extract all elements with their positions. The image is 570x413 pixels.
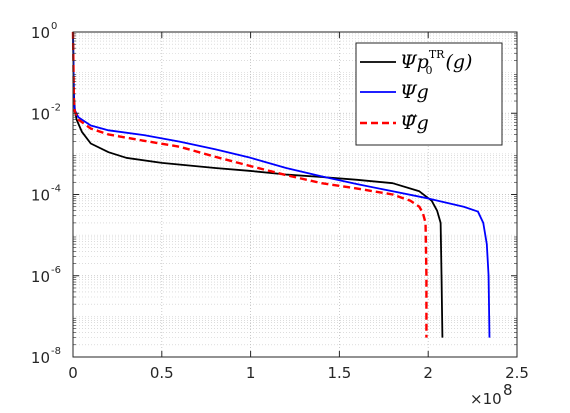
legend-label-sup: TR bbox=[429, 48, 445, 61]
x-tick-label: 1 bbox=[246, 364, 256, 382]
multiplier-exponent: 8 bbox=[503, 381, 513, 399]
series-layer bbox=[71, 31, 491, 338]
y-tick-exponent: -8 bbox=[51, 346, 61, 357]
x-tick-label: 1.5 bbox=[327, 364, 351, 382]
legend-label-0: ΨpTR 0 (g) bbox=[400, 48, 472, 77]
y-tick-exponent: 0 bbox=[51, 21, 57, 32]
legend-label-2: Ψ̃g bbox=[400, 112, 429, 134]
y-tick-label: 10 -2 bbox=[31, 102, 61, 123]
y-tick-base: 10 bbox=[31, 349, 50, 367]
x-tick-label: 0.5 bbox=[150, 364, 174, 382]
y-tick-label: 10 0 bbox=[31, 21, 57, 42]
legend-label-main: Ψp bbox=[400, 51, 429, 73]
y-tick-base: 10 bbox=[31, 24, 50, 42]
legend-label-main: Ψ̃g bbox=[400, 112, 429, 134]
legend-label-sub: 0 bbox=[425, 64, 432, 77]
y-tick-base: 10 bbox=[31, 187, 50, 205]
legend-label-tail: (g) bbox=[445, 51, 472, 73]
ticks bbox=[72, 31, 518, 358]
y-tick-exponent: -4 bbox=[51, 184, 61, 195]
y-tick-label: 10 -4 bbox=[31, 184, 61, 205]
legend: ΨpTR 0 (g) Ψg Ψ̃g bbox=[355, 42, 503, 146]
y-tick-base: 10 bbox=[31, 268, 50, 286]
y-tick-exponent: -6 bbox=[51, 265, 61, 276]
series-line-2 bbox=[71, 31, 428, 338]
x-tick-label: 0 bbox=[68, 364, 78, 382]
legend-box bbox=[355, 42, 503, 146]
legend-label-1: Ψg bbox=[400, 81, 429, 103]
y-tick-base: 10 bbox=[31, 105, 50, 123]
series-line-1 bbox=[72, 31, 491, 338]
x-tick-label: 2 bbox=[423, 364, 433, 382]
multiplier-base: ×10 bbox=[470, 390, 502, 408]
x-tick-labels: 0 0.5 1 1.5 2 2.5 bbox=[68, 364, 529, 382]
legend-label-main: Ψg bbox=[400, 81, 429, 103]
y-tick-exponent: -2 bbox=[51, 102, 61, 113]
y-tick-label: 10 -8 bbox=[31, 346, 61, 367]
series-line-0 bbox=[72, 31, 444, 338]
x-axis-multiplier: ×10 8 bbox=[470, 381, 513, 408]
y-tick-label: 10 -6 bbox=[31, 265, 61, 286]
x-tick-label: 2.5 bbox=[505, 364, 529, 382]
